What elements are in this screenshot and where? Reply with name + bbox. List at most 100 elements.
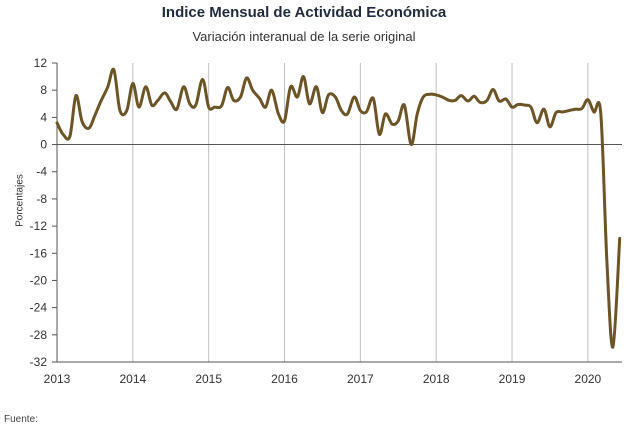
- y-tick-label--12: -12: [30, 219, 48, 233]
- chart-title: Indice Mensual de Actividad Económica: [161, 4, 447, 21]
- y-tick-label-4: 4: [40, 110, 47, 124]
- data-point-42: [321, 111, 323, 113]
- data-point-17: [163, 92, 165, 94]
- data-point-89: [619, 237, 621, 239]
- data-point-10: [119, 109, 121, 111]
- data-point-16: [157, 99, 159, 101]
- data-point-8: [107, 86, 109, 88]
- data-point-81: [568, 109, 570, 111]
- data-point-12: [132, 82, 134, 84]
- data-point-27: [226, 86, 228, 88]
- x-tick-labels: 2013 2014 2015 2016 2017 2018 2019 2020: [44, 372, 602, 386]
- data-point-15: [151, 104, 153, 106]
- x-tick-label-2015: 2015: [195, 372, 222, 386]
- data-point-20: [182, 86, 184, 88]
- x-tick-label-2020: 2020: [575, 372, 602, 386]
- data-point-74: [524, 104, 526, 106]
- data-point-25: [214, 106, 216, 108]
- data-point-41: [315, 86, 317, 88]
- data-point-18: [170, 101, 172, 103]
- data-point-37: [289, 86, 291, 88]
- data-point-85: [593, 111, 595, 113]
- y-tick-label--4: -4: [36, 165, 47, 179]
- data-point-60: [435, 94, 437, 96]
- data-point-1: [62, 133, 64, 135]
- data-point-87: [606, 259, 608, 261]
- data-point-62: [448, 99, 450, 101]
- data-point-52: [384, 113, 386, 115]
- data-point-70: [498, 100, 500, 102]
- y-tick-label--20: -20: [30, 273, 48, 287]
- data-point-40: [308, 103, 310, 105]
- data-point-75: [530, 106, 532, 108]
- series-line-0: [55, 67, 622, 349]
- y-tick-labels: 12 8 4 0 -4 -8 -12 -16 -20 -24 -28 -32: [30, 56, 48, 369]
- source-label: Fuente:: [4, 414, 38, 425]
- data-point-78: [549, 126, 551, 128]
- data-point-71: [505, 98, 507, 100]
- data-point-24: [207, 106, 209, 108]
- data-point-33: [264, 106, 266, 108]
- data-point-67: [479, 101, 481, 103]
- data-point-79: [555, 111, 557, 113]
- data-point-88: [612, 346, 614, 348]
- data-point-22: [195, 104, 197, 106]
- data-point-46: [346, 113, 348, 115]
- data-point-50: [372, 97, 374, 99]
- data-point-23: [201, 78, 203, 80]
- x-tick-label-2013: 2013: [44, 372, 71, 386]
- data-point-31: [251, 89, 253, 91]
- data-point-58: [422, 96, 424, 98]
- data-point-39: [302, 75, 304, 77]
- data-point-61: [441, 96, 443, 98]
- data-point-9: [113, 69, 115, 71]
- data-point-54: [397, 120, 399, 122]
- data-point-6: [94, 114, 96, 116]
- data-point-76: [536, 122, 538, 124]
- data-point-44: [334, 96, 336, 98]
- x-tick-label-2019: 2019: [499, 372, 526, 386]
- chart-subtitle: Variación interanual de la serie origina…: [192, 29, 416, 44]
- data-point-13: [138, 106, 140, 108]
- data-point-29: [239, 96, 241, 98]
- x-tick-label-2014: 2014: [119, 372, 146, 386]
- data-point-3: [75, 94, 77, 96]
- y-tick-label-8: 8: [40, 83, 47, 97]
- data-point-11: [126, 109, 128, 111]
- data-point-83: [581, 107, 583, 109]
- data-point-45: [340, 109, 342, 111]
- data-point-59: [429, 93, 431, 95]
- data-point-55: [403, 104, 405, 106]
- data-point-66: [473, 95, 475, 97]
- data-point-36: [283, 120, 285, 122]
- data-point-35: [277, 113, 279, 115]
- data-point-48: [359, 109, 361, 111]
- data-point-5: [88, 127, 90, 129]
- data-point-51: [378, 133, 380, 135]
- data-point-73: [517, 103, 519, 105]
- data-point-19: [176, 108, 178, 110]
- data-point-49: [365, 111, 367, 113]
- data-point-43: [327, 94, 329, 96]
- x-tick-label-2018: 2018: [423, 372, 450, 386]
- data-point-84: [587, 99, 589, 101]
- data-point-86: [600, 112, 602, 114]
- y-tick-label-0: 0: [40, 138, 47, 152]
- data-point-82: [574, 108, 576, 110]
- data-point-77: [543, 108, 545, 110]
- data-point-72: [511, 106, 513, 108]
- data-point-21: [189, 103, 191, 105]
- data-point-68: [486, 99, 488, 101]
- data-point-7: [100, 100, 102, 102]
- data-point-53: [391, 123, 393, 125]
- data-point-56: [410, 143, 412, 145]
- data-point-28: [233, 99, 235, 101]
- data-point-4: [81, 120, 83, 122]
- series-layer: [55, 67, 622, 349]
- data-point-57: [416, 113, 418, 115]
- data-point-30: [245, 77, 247, 79]
- data-point-0: [56, 122, 58, 124]
- y-tick-label--8: -8: [36, 192, 47, 206]
- data-point-34: [270, 89, 272, 91]
